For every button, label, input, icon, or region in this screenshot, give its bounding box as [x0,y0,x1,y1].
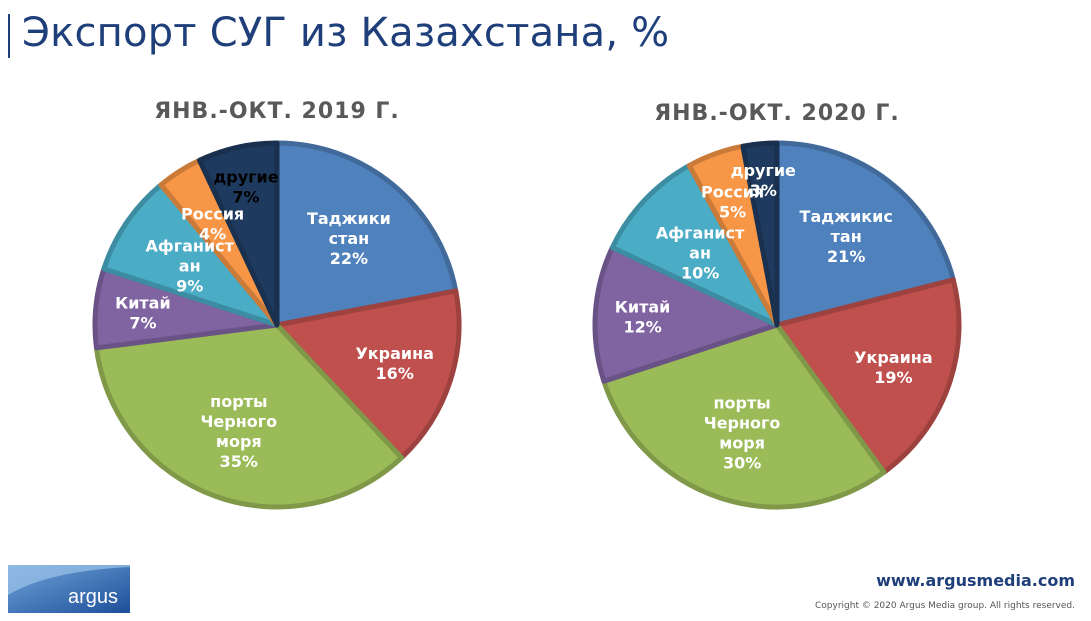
slice-label: другие 3% [731,161,796,200]
pie-slice [93,322,405,510]
pie-slice [609,163,780,328]
page-title: Экспорт СУГ из Казахстана, % [22,10,670,56]
slice-label: Китай 7% [115,293,171,332]
pie-charts: ЯНВ.-ОКТ. 2019 Г. Таджики стан 22% Украина 16… [92,99,962,510]
slice-label: Украина 16% [355,344,434,383]
slice-label: порты Черного моря 30% [704,393,781,472]
pie-slice [197,140,280,328]
argus-logo: argus [8,565,130,613]
title-accent-bar [8,14,10,58]
pie-slice [274,140,459,328]
slice-label: Афганист ан 9% [145,237,234,296]
pie-slice [740,140,780,328]
chart-title: ЯНВ.-ОКТ. 2020 Г. [654,101,900,126]
pie-slice [101,182,280,328]
pie-slice [601,322,887,510]
website-link[interactable]: www.argusmedia.com [876,571,1075,590]
slice-label: Украина 19% [854,348,933,387]
pie-slice [774,140,956,328]
pie-slice [274,288,462,461]
copyright-notice: Copyright © 2020 Argus Media group. All … [815,601,1075,611]
slice-label: Афганист ан 10% [656,224,745,283]
pie-slice [774,277,962,475]
slice-label: Россия 4% [181,205,244,244]
slice-label: Китай 12% [615,298,671,337]
pie-slice [592,245,780,384]
logo-text: argus [68,586,118,608]
slice-label: Таджики стан 22% [307,209,391,268]
slice-label: порты Черного моря 35% [200,392,277,471]
pie-chart-2: ЯНВ.-ОКТ. 2020 Г. Таджикис тан 21% Украина 19… [592,101,962,510]
chart-title: ЯНВ.-ОКТ. 2019 Г. [154,99,400,124]
slice-label: другие 7% [213,168,278,207]
slice-label: Россия 5% [701,183,764,222]
slice-label: Таджикис тан 21% [800,207,893,266]
pie-chart-1: ЯНВ.-ОКТ. 2019 Г. Таджики стан 22% Украина 16… [92,99,462,510]
